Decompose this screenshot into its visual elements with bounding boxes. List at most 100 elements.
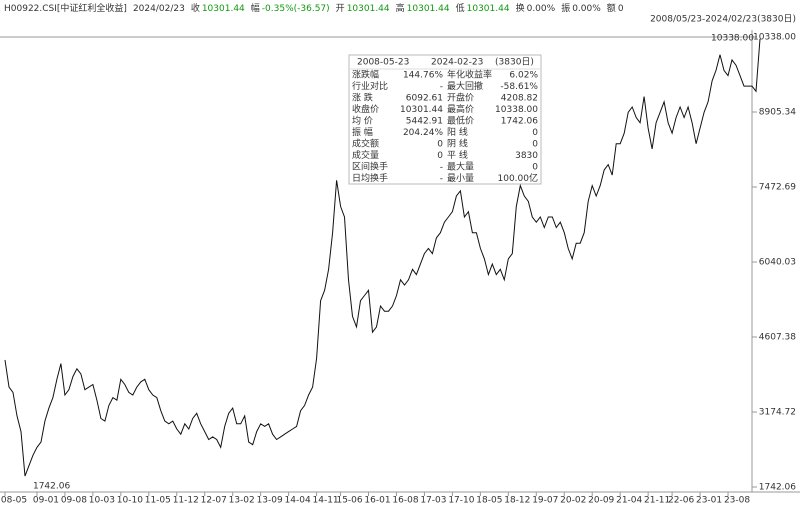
panel-start: 2008-05-23 xyxy=(357,58,409,68)
panel-value: 1742.06 xyxy=(501,116,538,126)
panel-label: 行业对比 xyxy=(352,80,388,92)
header-item: 10301.44 xyxy=(202,4,245,14)
panel-label: 收盘价 xyxy=(352,103,379,115)
panel-label: 最低价 xyxy=(447,114,474,126)
x-tick-label: 21-04 xyxy=(616,496,642,506)
panel-value: 0 xyxy=(532,139,538,149)
range-label: 2008/05/23-2024/02/23(3830日) xyxy=(650,14,796,25)
x-tick-label: 17-10 xyxy=(448,496,474,506)
panel-label: 成交额 xyxy=(352,137,379,149)
panel-value: 144.76% xyxy=(403,70,443,80)
panel-label: 最大量 xyxy=(447,160,474,172)
x-tick-label: 19-07 xyxy=(532,496,558,506)
header-item: 高 xyxy=(396,2,405,14)
panel-value: 0 xyxy=(437,139,443,149)
panel-label: 涨跌幅 xyxy=(352,68,379,80)
header-item: 10301.44 xyxy=(467,4,510,14)
panel-value: 10301.44 xyxy=(400,105,443,115)
panel-value: 0 xyxy=(532,162,538,172)
max-label: 10338.00 xyxy=(711,34,754,44)
header-item: 换 xyxy=(516,2,525,14)
price-line xyxy=(4,38,761,477)
y-tick-label: 10338.00 xyxy=(753,33,796,43)
panel-days: (3830日) xyxy=(495,57,534,68)
panel-value: 5442.91 xyxy=(406,116,443,126)
header-item: 低 xyxy=(456,2,465,14)
panel-value: -58.61% xyxy=(500,82,538,92)
panel-value: 0 xyxy=(437,151,443,161)
panel-label: 年化收益率 xyxy=(447,68,492,80)
header-item: 幅 xyxy=(251,2,260,14)
panel-label: 最小量 xyxy=(447,173,474,184)
panel-label: 阴 线 xyxy=(447,137,468,149)
header-item: 额 xyxy=(607,2,616,14)
header-item: 开 xyxy=(336,3,345,14)
panel-value: 3830 xyxy=(515,151,538,161)
x-tick-label: 23-08 xyxy=(724,496,750,506)
header-item: 10301.44 xyxy=(407,4,450,14)
panel-value: - xyxy=(440,174,443,184)
x-tick-label: 21-11 xyxy=(644,496,670,506)
panel-label: 最高价 xyxy=(447,103,474,115)
panel-label: 日均换手 xyxy=(352,172,388,184)
panel-end: 2024-02-23 xyxy=(431,58,483,68)
y-tick-label: 6040.03 xyxy=(759,258,796,268)
info-panel xyxy=(348,54,542,185)
x-tick-label: 14-11 xyxy=(313,496,339,506)
panel-label: 振 幅 xyxy=(352,126,373,138)
header-item: 0 xyxy=(618,4,624,14)
panel-value: - xyxy=(440,162,443,172)
x-tick-label: 13-09 xyxy=(257,496,283,506)
panel-value: 6.02% xyxy=(509,70,538,80)
header-item: 0.00% xyxy=(572,4,601,14)
panel-label: 最大回撤 xyxy=(447,80,483,92)
x-tick-label: 20-09 xyxy=(588,496,614,506)
y-tick-label: 7472.69 xyxy=(759,182,796,192)
panel-label: 均 价 xyxy=(352,114,373,126)
x-tick-label: 14-04 xyxy=(285,496,311,506)
x-tick-label: 09-01 xyxy=(33,496,59,506)
panel-value: 6092.61 xyxy=(406,93,443,103)
x-tick-label: 17-03 xyxy=(420,496,446,506)
x-tick-label: 10-03 xyxy=(89,496,115,506)
panel-value: 0 xyxy=(532,128,538,138)
x-tick-label: 11-12 xyxy=(173,496,199,506)
panel-value: 100.00亿 xyxy=(498,172,539,184)
x-tick-label: 13-02 xyxy=(229,496,255,506)
header-item: 振 xyxy=(561,2,570,14)
y-tick-label: 1742.06 xyxy=(759,483,796,493)
x-tick-label: 09-08 xyxy=(61,496,87,506)
x-tick-label: 20-02 xyxy=(560,496,586,506)
x-tick-label: 12-07 xyxy=(201,496,227,506)
y-tick-label: 8905.34 xyxy=(759,108,796,118)
x-tick-label: 11-05 xyxy=(145,496,171,506)
x-tick-label: 23-01 xyxy=(696,496,722,506)
panel-value: 204.24% xyxy=(403,128,443,138)
x-tick-label: 15-06 xyxy=(336,496,362,506)
x-tick-label: 16-08 xyxy=(392,496,418,506)
y-tick-label: 3174.72 xyxy=(759,407,796,417)
header: H00922.CSI[中证红利全收益] 2024/02/23 收 10301.44 幅 -… xyxy=(4,2,624,14)
panel-label: 平 线 xyxy=(447,149,468,161)
header-item: 0.00% xyxy=(527,4,556,14)
panel-value: 4208.82 xyxy=(501,93,538,103)
panel-label: 区间换手 xyxy=(352,160,388,172)
panel-label: 开盘价 xyxy=(447,91,474,103)
x-tick-label: 16-01 xyxy=(364,496,390,506)
header-item: 10301.44 xyxy=(347,4,390,14)
header-item: 2024/02/23 xyxy=(133,4,185,14)
x-tick-label: 18-05 xyxy=(476,496,502,506)
panel-label: 成交量 xyxy=(352,149,379,161)
panel-label: 涨 跌 xyxy=(352,92,373,103)
header-item: H00922.CSI[中证红利全收益] xyxy=(4,2,127,14)
min-label: 1742.06 xyxy=(33,482,70,492)
y-tick-label: 4607.38 xyxy=(759,332,796,342)
header-item: -0.35%(-36.57) xyxy=(262,4,330,14)
x-tick-label: 22-06 xyxy=(668,496,694,506)
panel-value: 10338.00 xyxy=(495,105,538,115)
header-item: 收 xyxy=(191,2,200,14)
panel-label: 阳 线 xyxy=(447,126,468,138)
x-tick-label: 08-05 xyxy=(1,496,27,506)
x-tick-label: 18-12 xyxy=(504,496,530,506)
